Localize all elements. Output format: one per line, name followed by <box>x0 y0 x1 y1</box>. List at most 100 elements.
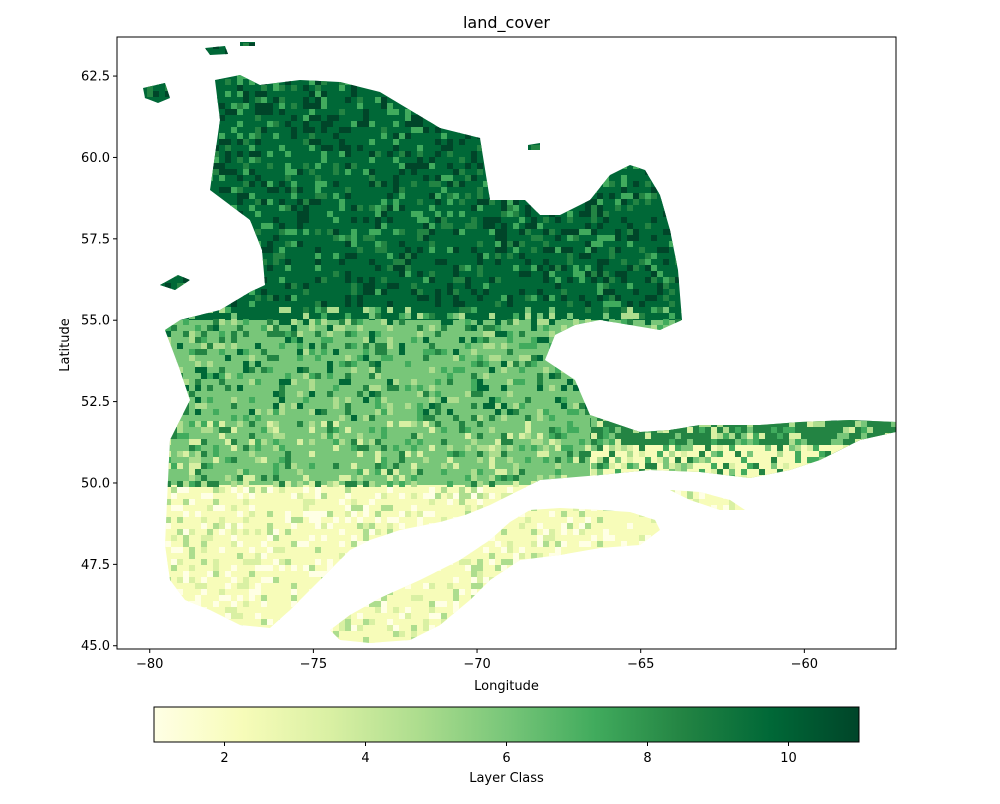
raster-cell <box>573 265 579 271</box>
raster-cell <box>597 91 603 97</box>
raster-cell <box>801 307 807 313</box>
raster-cell <box>387 193 393 199</box>
raster-cell <box>393 487 399 493</box>
raster-cell <box>297 355 303 361</box>
raster-cell <box>171 43 177 49</box>
raster-cell <box>759 379 765 385</box>
raster-cell <box>819 535 825 541</box>
raster-cell <box>579 277 585 283</box>
raster-cell <box>801 223 807 229</box>
raster-cell <box>741 331 747 337</box>
raster-cell <box>519 139 525 145</box>
raster-cell <box>645 367 651 373</box>
raster-cell <box>333 211 339 217</box>
raster-cell <box>807 301 813 307</box>
raster-cell <box>417 151 423 157</box>
raster-cell <box>459 427 465 433</box>
raster-cell <box>699 283 705 289</box>
raster-cell <box>699 49 705 55</box>
raster-cell <box>219 259 225 265</box>
raster-cell <box>429 247 435 253</box>
raster-cell <box>669 427 675 433</box>
raster-cell <box>777 433 783 439</box>
raster-cell <box>747 193 753 199</box>
raster-cell <box>675 139 681 145</box>
raster-cell <box>237 265 243 271</box>
raster-cell <box>459 265 465 271</box>
raster-cell <box>477 469 483 475</box>
raster-cell <box>483 49 489 55</box>
raster-cell <box>807 181 813 187</box>
raster-cell <box>285 373 291 379</box>
raster-cell <box>267 331 273 337</box>
raster-cell <box>231 109 237 115</box>
raster-cell <box>699 457 705 463</box>
raster-cell <box>471 247 477 253</box>
raster-cell <box>759 265 765 271</box>
raster-cell <box>771 193 777 199</box>
raster-cell <box>771 49 777 55</box>
raster-cell <box>705 235 711 241</box>
raster-cell <box>483 181 489 187</box>
raster-cell <box>687 439 693 445</box>
raster-cell <box>381 43 387 49</box>
raster-cell <box>165 343 171 349</box>
raster-cell <box>219 103 225 109</box>
raster-cell <box>855 445 861 451</box>
raster-cell <box>243 367 249 373</box>
raster-cell <box>873 55 879 61</box>
raster-cell <box>777 253 783 259</box>
raster-cell <box>621 355 627 361</box>
raster-cell <box>135 169 141 175</box>
raster-cell <box>663 199 669 205</box>
raster-cell <box>495 133 501 139</box>
raster-cell <box>525 43 531 49</box>
raster-cell <box>441 439 447 445</box>
raster-cell <box>177 385 183 391</box>
raster-cell <box>567 427 573 433</box>
raster-cell <box>645 427 651 433</box>
raster-cell <box>801 361 807 367</box>
raster-cell <box>285 283 291 289</box>
raster-cell <box>717 139 723 145</box>
raster-cell <box>585 223 591 229</box>
raster-cell <box>723 505 729 511</box>
raster-cell <box>405 109 411 115</box>
raster-cell <box>495 217 501 223</box>
raster-cell <box>597 139 603 145</box>
raster-cell <box>501 187 507 193</box>
raster-cell <box>423 337 429 343</box>
raster-cell <box>873 229 879 235</box>
raster-cell <box>213 343 219 349</box>
raster-cell <box>309 421 315 427</box>
raster-cell <box>183 115 189 121</box>
raster-cell <box>675 367 681 373</box>
raster-cell <box>777 373 783 379</box>
raster-cell <box>531 541 537 547</box>
raster-cell <box>429 343 435 349</box>
raster-cell <box>375 205 381 211</box>
raster-cell <box>255 73 261 79</box>
raster-cell <box>549 475 555 481</box>
raster-cell <box>723 379 729 385</box>
raster-cell <box>495 343 501 349</box>
raster-cell <box>129 547 135 553</box>
raster-cell <box>153 241 159 247</box>
raster-cell <box>159 307 165 313</box>
raster-cell <box>123 295 129 301</box>
raster-cell <box>561 475 567 481</box>
raster-cell <box>459 103 465 109</box>
raster-cell <box>657 199 663 205</box>
raster-cell <box>249 397 255 403</box>
raster-cell <box>375 553 381 559</box>
raster-cell <box>555 235 561 241</box>
raster-cell <box>633 427 639 433</box>
raster-cell <box>513 151 519 157</box>
raster-cell <box>669 313 675 319</box>
raster-cell <box>249 451 255 457</box>
raster-cell <box>573 289 579 295</box>
raster-cell <box>831 535 837 541</box>
raster-cell <box>231 487 237 493</box>
raster-cell <box>687 169 693 175</box>
raster-cell <box>327 175 333 181</box>
